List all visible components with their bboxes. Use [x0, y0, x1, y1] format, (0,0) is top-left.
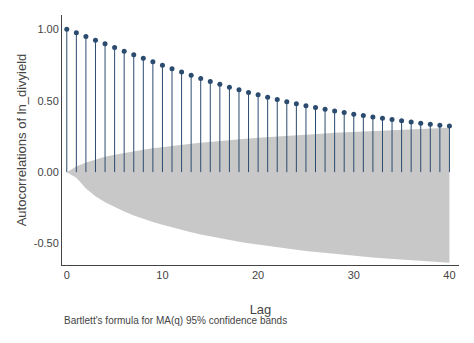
- svg-text:Bartlett's formula for MA(q) 9: Bartlett's formula for MA(q) 95% confide…: [64, 315, 287, 326]
- svg-text:1.00: 1.00: [37, 23, 58, 35]
- svg-text:10: 10: [156, 269, 168, 281]
- svg-text:0.00: 0.00: [37, 166, 58, 178]
- svg-text:Lag: Lag: [250, 302, 272, 317]
- svg-text:0: 0: [64, 269, 70, 281]
- svg-text:-0.50: -0.50: [34, 237, 59, 249]
- svg-text:0.50: 0.50: [37, 95, 58, 107]
- svg-text:Autocorrelations of ln_divyiel: Autocorrelations of ln_divyield: [14, 54, 29, 227]
- svg-text:40: 40: [443, 269, 455, 281]
- svg-text:30: 30: [348, 269, 360, 281]
- svg-text:20: 20: [252, 269, 264, 281]
